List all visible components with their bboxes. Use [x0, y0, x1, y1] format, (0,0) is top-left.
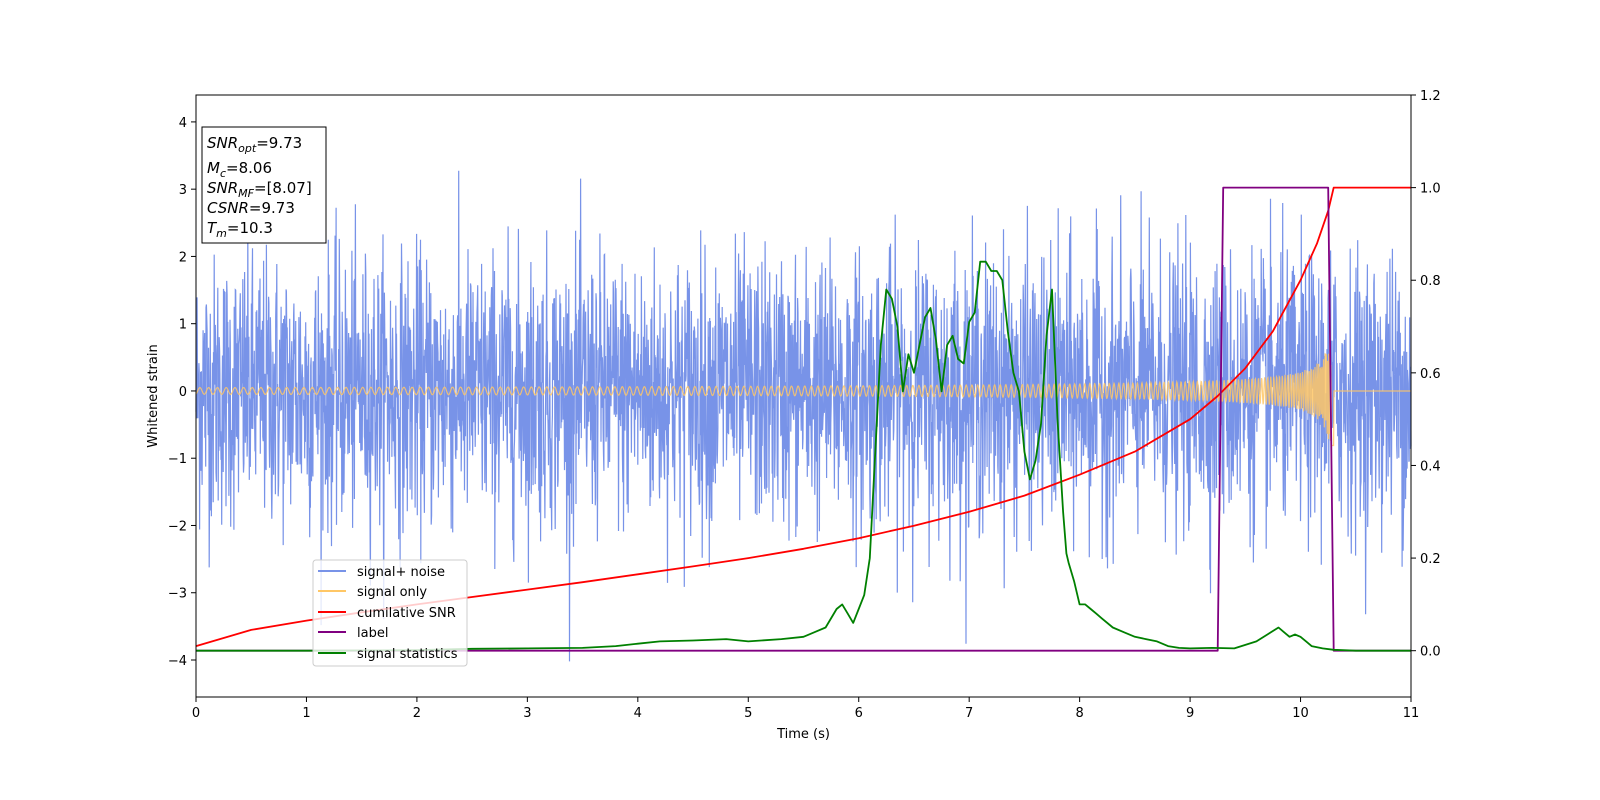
y-tick-label-left: 1: [179, 318, 187, 333]
noise-series-layer: [195, 170, 1412, 662]
x-tick-label: 5: [744, 706, 752, 721]
info-tm: Tm=10.3: [207, 219, 273, 240]
x-tick-label: 4: [634, 706, 642, 721]
y-tick-label-left: 3: [179, 183, 187, 198]
info-snr-opt: SNRopt=9.73: [207, 134, 302, 155]
x-tick-label: 2: [413, 706, 421, 721]
y-tick-label-right: 0.6: [1420, 367, 1441, 382]
y-axis-label: Whitened strain: [146, 344, 161, 447]
y-tick-label-left: 2: [179, 250, 187, 265]
legend-label-signal-noise: signal+ noise: [357, 565, 445, 580]
x-tick-label: 8: [1075, 706, 1083, 721]
info-snr-mf: SNRMF=[8.07]: [207, 179, 312, 200]
x-tick-label: 11: [1403, 706, 1420, 721]
x-tick-label: 7: [965, 706, 973, 721]
legend-label-label: label: [357, 626, 388, 641]
y-tick-label-left: −3: [168, 587, 187, 602]
legend-label-cumulative-snr: cumilative SNR: [357, 606, 456, 621]
signal-series-layer: [195, 332, 1411, 447]
x-tick-label: 6: [855, 706, 863, 721]
series-line-signal-noise: [195, 170, 1412, 662]
y-tick-label-right: 0.2: [1420, 552, 1441, 567]
x-tick-label: 10: [1292, 706, 1309, 721]
axes-layer: 0 1 2 3 4 5 6 7 8 9 10 1143210−1−2−3−41.21.00.80.60…: [168, 89, 1441, 721]
info-mc: Mc=8.06: [207, 159, 272, 180]
plot-frame: [195, 94, 1412, 698]
y-tick-label-right: 1.2: [1420, 89, 1441, 104]
y-tick-label-right: 0.8: [1420, 274, 1441, 289]
y-tick-label-left: −2: [168, 519, 187, 534]
legend-label-signal-only: signal only: [357, 585, 427, 600]
y-tick-label-left: 4: [179, 116, 187, 131]
x-tick-label: 0: [192, 706, 200, 721]
x-tick-label: 1: [302, 706, 310, 721]
x-tick-label: 3: [523, 706, 531, 721]
series-line-signal-only: [195, 332, 1411, 447]
info-box-frame: [201, 126, 327, 244]
info-box: SNRopt=9.73 Mc=8.06 SNRMF=[8.07] CSNR=9.…: [201, 126, 327, 244]
x-axis-label: Time (s): [776, 727, 830, 742]
legend-frame: [312, 559, 468, 667]
y-tick-label-left: 0: [179, 385, 187, 400]
y-tick-label-left: −4: [168, 654, 187, 669]
legend-label-signal-statistics: signal statistics: [357, 647, 458, 662]
x-tick-label: 9: [1186, 706, 1194, 721]
y-tick-label-right: 0.4: [1420, 459, 1441, 474]
legend: signal+ noise signal only cumilative SNR…: [312, 559, 468, 667]
y-tick-label-right: 1.0: [1420, 182, 1441, 197]
y-tick-label-right: 0.0: [1420, 645, 1441, 660]
y-tick-label-left: −1: [168, 452, 187, 467]
info-csnr: CSNR=9.73: [207, 199, 295, 217]
series-line-signal-statistics: [196, 260, 1411, 652]
